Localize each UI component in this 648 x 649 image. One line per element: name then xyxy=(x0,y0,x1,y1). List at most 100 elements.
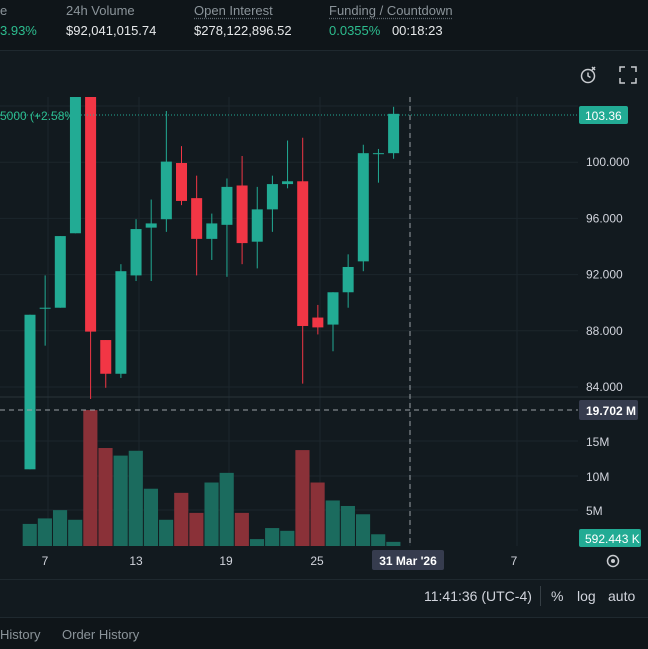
crosshair-clock-icon xyxy=(580,66,596,84)
volume-bar xyxy=(249,539,265,546)
candle-body xyxy=(372,153,384,155)
clock-timezone[interactable]: 11:41:36 (UTC-4) xyxy=(424,588,532,604)
volume-bar xyxy=(355,514,371,546)
tab-order-history[interactable]: Order History xyxy=(62,627,140,642)
candle-body xyxy=(357,153,369,262)
last-price-label: 103.36 xyxy=(585,109,622,123)
fullscreen-button[interactable] xyxy=(617,64,639,86)
volume-tick-label: 5M xyxy=(586,504,603,518)
tab-history[interactable]: History xyxy=(0,627,41,642)
price-tick-label: 100.000 xyxy=(586,155,630,169)
candle-body xyxy=(115,271,127,374)
volume-bar xyxy=(68,519,83,546)
percent-scale-toggle[interactable]: % xyxy=(551,588,564,604)
volume-bar xyxy=(22,523,37,546)
price-chart[interactable]: 5000 (+2.58%) 116.00112.000108.000100.00… xyxy=(0,97,648,579)
time-tick-label: 19 xyxy=(219,554,233,568)
candle-body xyxy=(54,236,66,308)
funding-countdown-label[interactable]: Funding / Countdown xyxy=(329,3,453,18)
candle-body xyxy=(327,292,339,325)
open-interest-label[interactable]: Open Interest xyxy=(194,3,273,18)
volume-bar xyxy=(310,482,325,546)
volume-24h-label: 24h Volume xyxy=(66,3,135,18)
volume-bar xyxy=(98,448,113,546)
candle-body xyxy=(266,184,278,210)
volume-bar xyxy=(83,410,98,546)
candle-body xyxy=(160,161,172,220)
price-axis[interactable]: 116.00112.000108.000100.00096.00092.0008… xyxy=(579,97,641,547)
time-axis[interactable]: 7 13 19 25 31 Mar '26 7 xyxy=(42,550,518,570)
volume-bar xyxy=(37,518,52,546)
price-tick-label: 88.000 xyxy=(586,324,623,338)
gear-icon-center xyxy=(611,559,615,563)
candle-body xyxy=(297,181,309,326)
candle-body xyxy=(221,186,233,225)
funding-countdown-stat[interactable]: Funding / Countdown 0.0355% 00:18:23 xyxy=(329,3,453,38)
crosshair-date-badge xyxy=(372,550,444,570)
time-tick-label: 13 xyxy=(129,554,143,568)
volume-last-label: 592.443 K xyxy=(585,532,640,546)
volume-bar xyxy=(371,534,386,546)
change-stat-label: e xyxy=(0,3,8,18)
bottom-tabs: History Order History xyxy=(0,617,648,649)
candle-body xyxy=(312,317,324,328)
price-legend-text: 5000 (+2.58%) xyxy=(0,109,79,123)
volume-24h-value: $92,041,015.74 xyxy=(66,23,157,38)
volume-bar xyxy=(128,450,143,546)
volume-bar xyxy=(234,512,249,546)
volume-bar xyxy=(189,512,204,546)
candle-body xyxy=(388,113,400,154)
crosshair-price-label: 19.702 M xyxy=(586,404,636,418)
candle-body xyxy=(130,229,142,276)
change-stat-value: 3.93% xyxy=(0,23,37,38)
volume-bar xyxy=(174,492,189,546)
volume-bar xyxy=(325,500,340,546)
volume-bar xyxy=(204,482,219,546)
candle-body xyxy=(236,185,248,244)
volume-bar xyxy=(219,472,234,546)
crosshair-date-label: 31 Mar '26 xyxy=(379,554,437,568)
candle-body xyxy=(176,163,187,201)
crosshair-clock-button[interactable] xyxy=(578,64,600,86)
open-interest-stat[interactable]: Open Interest $278,122,896.52 xyxy=(194,3,292,38)
fullscreen-icon xyxy=(619,66,637,84)
chart-toolbar xyxy=(0,51,648,97)
last-price-badge xyxy=(579,105,628,124)
chart-overlays xyxy=(0,97,578,546)
separator xyxy=(540,586,541,606)
crosshair-price-badge xyxy=(579,400,638,420)
open-interest-value: $278,122,896.52 xyxy=(194,23,292,38)
volume-bar xyxy=(280,530,295,546)
candles xyxy=(24,97,400,470)
volume-bar xyxy=(386,541,401,546)
auto-scale-toggle[interactable]: auto xyxy=(608,588,636,604)
candle-body xyxy=(100,340,112,374)
price-tick-label: 84.000 xyxy=(586,380,623,394)
volume-bar xyxy=(159,519,174,546)
volume-bar xyxy=(295,450,310,546)
log-scale-toggle[interactable]: log xyxy=(577,588,596,604)
candle-body xyxy=(85,97,97,332)
candle-body xyxy=(282,181,294,185)
volume-bars xyxy=(22,410,401,546)
funding-countdown-values: 0.0355% 00:18:23 xyxy=(329,23,453,38)
candle-body xyxy=(39,307,51,309)
volume-bar xyxy=(113,455,128,546)
candle-body xyxy=(206,223,218,239)
change-stat: e 3.93% xyxy=(0,3,37,38)
candle-body xyxy=(69,97,81,234)
funding-rate-value: 0.0355% xyxy=(329,23,381,38)
gear-icon xyxy=(606,554,620,568)
candle-body xyxy=(251,209,263,242)
candle-body xyxy=(342,266,354,293)
chart-settings-button[interactable] xyxy=(606,554,620,568)
volume-tick-label: 10M xyxy=(586,470,609,484)
volume-bar xyxy=(265,528,280,546)
candle-body xyxy=(145,223,157,228)
time-tick-label: 7 xyxy=(42,554,49,568)
candle-body xyxy=(191,198,203,239)
volume-24h-stat: 24h Volume $92,041,015.74 xyxy=(66,3,156,38)
volume-bar xyxy=(143,488,159,546)
volume-tick-label: 15M xyxy=(586,435,609,449)
volume-bar xyxy=(340,505,355,546)
